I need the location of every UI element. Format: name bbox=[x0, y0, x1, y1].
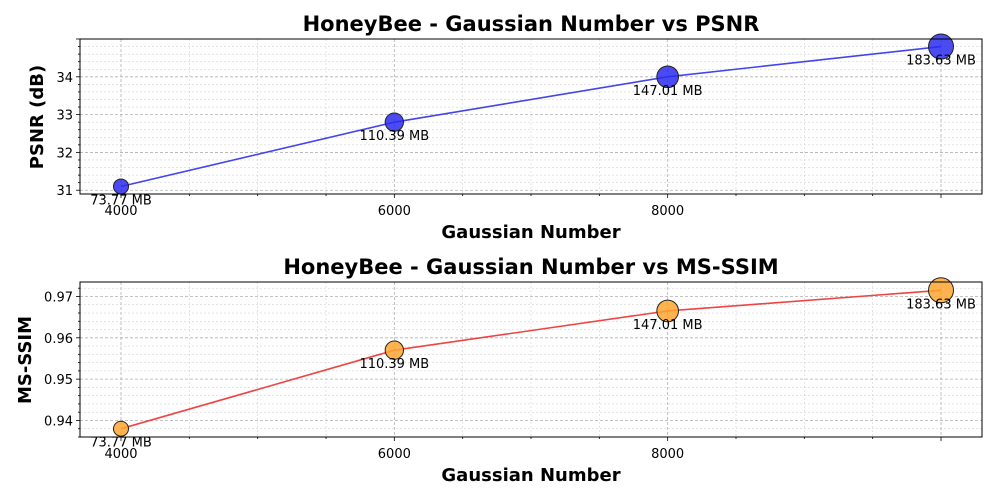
psnr-data-point bbox=[384, 112, 405, 132]
ms-ssim-point-label: 110.39 MB bbox=[359, 357, 429, 372]
ms-ssim-y-tick-label: 0.97 bbox=[44, 290, 73, 305]
psnr-y-tick-label: 31 bbox=[56, 184, 73, 199]
ms-ssim-point-label: 183.63 MB bbox=[906, 297, 976, 312]
ms-ssim-x-axis-label: Gaussian Number bbox=[441, 465, 620, 486]
psnr-y-axis-label: PSNR (dB) bbox=[27, 65, 48, 169]
ms-ssim-point-label: 147.01 MB bbox=[633, 318, 703, 333]
psnr-series: 73.77 MB 110.39 MB 147.01 MB 183.63 MB bbox=[90, 33, 976, 208]
psnr-y-tick-label: 33 bbox=[56, 109, 73, 124]
ms-ssim-chart-title: HoneyBee - Gaussian Number vs MS-SSIM bbox=[283, 255, 778, 279]
psnr-point-label: 147.01 MB bbox=[633, 84, 703, 99]
psnr-ticks: 4000 6000 8000 31 32 33 34 bbox=[56, 38, 942, 219]
psnr-x-tick-label: 4000 bbox=[104, 204, 137, 219]
psnr-y-tick-label: 32 bbox=[56, 146, 73, 161]
ms-ssim-data-point bbox=[384, 340, 405, 360]
ms-ssim-x-tick-label: 6000 bbox=[378, 447, 411, 462]
psnr-point-label: 110.39 MB bbox=[359, 129, 429, 144]
psnr-x-axis-label: Gaussian Number bbox=[441, 222, 620, 243]
ms-ssim-series-line bbox=[120, 289, 942, 430]
psnr-subplot: HoneyBee - Gaussian Number vs PSNR 73.77… bbox=[27, 12, 983, 243]
psnr-point-label: 183.63 MB bbox=[906, 54, 976, 69]
psnr-data-point bbox=[656, 65, 680, 89]
ms-ssim-data-point bbox=[113, 420, 129, 437]
ms-ssim-series: 73.77 MB 110.39 MB 147.01 MB 183.63 MB bbox=[90, 277, 976, 451]
psnr-chart-title: HoneyBee - Gaussian Number vs PSNR bbox=[303, 12, 760, 36]
psnr-data-point bbox=[928, 33, 954, 60]
ms-ssim-point-label: 73.77 MB bbox=[90, 436, 151, 451]
ms-ssim-y-tick-label: 0.95 bbox=[44, 373, 73, 388]
psnr-series-line bbox=[120, 45, 942, 188]
psnr-grid bbox=[80, 38, 982, 194]
ms-ssim-x-tick-label: 4000 bbox=[104, 447, 137, 462]
ms-ssim-x-tick-label: 8000 bbox=[651, 447, 684, 462]
ms-ssim-data-point bbox=[656, 299, 680, 323]
psnr-point-label: 73.77 MB bbox=[90, 193, 151, 208]
ms-ssim-ticks: 4000 6000 8000 0.94 0.95 0.96 0.97 bbox=[44, 287, 942, 462]
ms-ssim-grid bbox=[80, 282, 982, 438]
psnr-data-point bbox=[113, 178, 129, 195]
ms-ssim-subplot: HoneyBee - Gaussian Number vs MS-SSIM 73… bbox=[15, 255, 983, 486]
ms-ssim-y-tick-label: 0.96 bbox=[44, 332, 73, 347]
ms-ssim-data-point bbox=[928, 277, 954, 304]
psnr-x-tick-label: 8000 bbox=[651, 204, 684, 219]
psnr-y-tick-label: 34 bbox=[56, 71, 73, 86]
ms-ssim-y-tick-label: 0.94 bbox=[44, 414, 73, 429]
ms-ssim-y-axis-label: MS-SSIM bbox=[15, 316, 36, 404]
psnr-x-tick-label: 6000 bbox=[378, 204, 411, 219]
